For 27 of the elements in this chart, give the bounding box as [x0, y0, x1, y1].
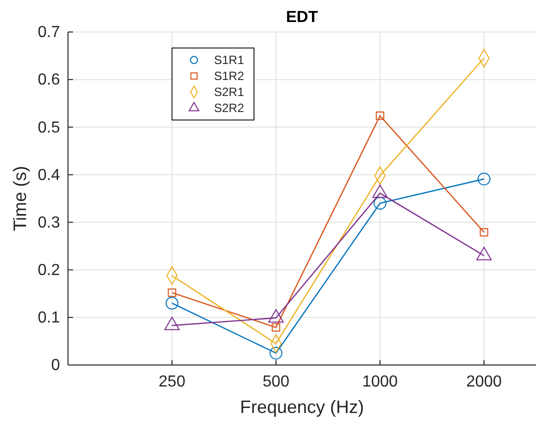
point — [480, 228, 488, 236]
point — [168, 288, 176, 297]
legend-label: S1R1 — [214, 53, 244, 68]
y-tick-label: 0.5 — [38, 119, 60, 136]
y-tick-label: 0.1 — [38, 310, 60, 327]
y-tick-label: 0.2 — [38, 262, 60, 279]
legend-label: S1R2 — [214, 69, 244, 84]
point — [374, 196, 386, 210]
legend-label: S2R1 — [214, 85, 244, 100]
y-tick-label: 0.3 — [38, 214, 60, 232]
x-tick-label: 250 — [158, 373, 186, 390]
y-tick-label: 0.7 — [38, 24, 60, 42]
point — [272, 323, 280, 332]
y-tick-label: 0.4 — [38, 166, 60, 184]
point — [166, 296, 178, 310]
point — [478, 172, 490, 186]
legend-label: S2R2 — [214, 101, 244, 116]
y-axis-title: Time (s) — [10, 166, 30, 232]
point — [376, 112, 384, 120]
x-tick-label: 500 — [262, 373, 290, 390]
y-tick-label: 0.6 — [38, 72, 60, 89]
x-axis-title: Frequency (Hz) — [240, 397, 364, 417]
x-tick-label: 1000 — [362, 373, 398, 390]
y-tick-label: 0 — [51, 357, 60, 374]
chart-title: EDT — [286, 9, 318, 26]
x-tick-label: 2000 — [466, 373, 502, 390]
point — [270, 346, 282, 360]
